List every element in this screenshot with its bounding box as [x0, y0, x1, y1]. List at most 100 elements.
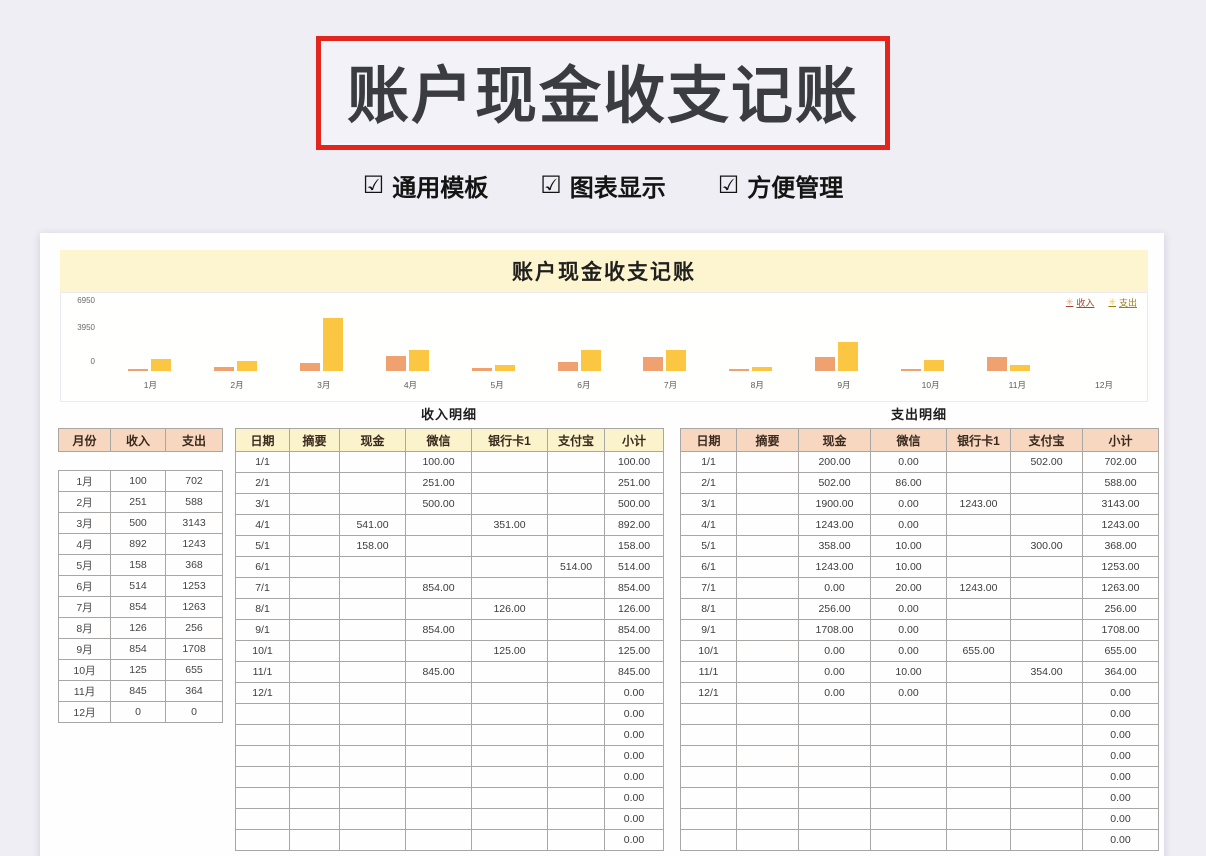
table-cell[interactable] — [339, 598, 406, 620]
table-cell[interactable] — [405, 766, 472, 788]
table-cell[interactable] — [870, 745, 947, 767]
table-cell[interactable] — [870, 808, 947, 830]
table-cell[interactable]: 0.00 — [604, 787, 664, 809]
table-cell[interactable]: 514 — [110, 575, 166, 597]
table-cell[interactable] — [736, 472, 799, 494]
table-cell[interactable]: 2月 — [58, 491, 111, 513]
table-cell[interactable] — [289, 745, 340, 767]
table-cell[interactable]: 8/1 — [235, 598, 290, 620]
bar-支出-3月[interactable] — [323, 318, 344, 371]
table-cell[interactable] — [547, 577, 605, 599]
table-cell[interactable] — [680, 703, 737, 725]
bar-收入-10月[interactable] — [900, 368, 921, 371]
table-cell[interactable] — [946, 829, 1011, 851]
table-cell[interactable]: 3143.00 — [1082, 493, 1159, 515]
table-cell[interactable]: 1243.00 — [798, 514, 871, 536]
table-cell[interactable] — [405, 829, 472, 851]
table-cell[interactable]: 514.00 — [604, 556, 664, 578]
table-cell[interactable]: 0.00 — [798, 682, 871, 704]
table-cell[interactable]: 10/1 — [235, 640, 290, 662]
table-cell[interactable] — [405, 745, 472, 767]
table-cell[interactable]: 0.00 — [604, 724, 664, 746]
table-cell[interactable] — [289, 535, 340, 557]
table-cell[interactable]: 0.00 — [798, 661, 871, 683]
table-cell[interactable]: 200.00 — [798, 451, 871, 473]
table-cell[interactable] — [339, 829, 406, 851]
table-cell[interactable]: 3/1 — [235, 493, 290, 515]
table-cell[interactable] — [946, 787, 1011, 809]
table-cell[interactable]: 0.00 — [870, 640, 947, 662]
table-cell[interactable]: 256.00 — [798, 598, 871, 620]
table-cell[interactable] — [339, 556, 406, 578]
table-cell[interactable]: 12/1 — [680, 682, 737, 704]
table-cell[interactable]: 11/1 — [235, 661, 290, 683]
table-cell[interactable] — [1010, 514, 1083, 536]
table-cell[interactable]: 7/1 — [680, 577, 737, 599]
table-cell[interactable]: 500 — [110, 512, 166, 534]
table-cell[interactable]: 0.00 — [798, 640, 871, 662]
table-cell[interactable]: 702.00 — [1082, 451, 1159, 473]
table-cell[interactable]: 1708.00 — [798, 619, 871, 641]
table-cell[interactable] — [736, 577, 799, 599]
bar-支出-2月[interactable] — [237, 361, 258, 371]
table-cell[interactable] — [1010, 556, 1083, 578]
table-cell[interactable]: 9/1 — [680, 619, 737, 641]
table-cell[interactable]: 364 — [165, 680, 223, 702]
table-cell[interactable]: 845 — [110, 680, 166, 702]
table-cell[interactable]: 0.00 — [1082, 808, 1159, 830]
table-cell[interactable] — [289, 682, 340, 704]
table-cell[interactable] — [736, 640, 799, 662]
table-cell[interactable] — [405, 724, 472, 746]
table-cell[interactable] — [547, 766, 605, 788]
table-cell[interactable] — [1010, 724, 1083, 746]
table-cell[interactable]: 3月 — [58, 512, 111, 534]
table-cell[interactable] — [405, 535, 472, 557]
table-cell[interactable]: 1/1 — [680, 451, 737, 473]
table-cell[interactable] — [946, 472, 1011, 494]
table-cell[interactable]: 1900.00 — [798, 493, 871, 515]
table-cell[interactable] — [289, 619, 340, 641]
table-cell[interactable]: 10.00 — [870, 661, 947, 683]
table-cell[interactable]: 251.00 — [405, 472, 472, 494]
table-cell[interactable] — [405, 808, 472, 830]
table-cell[interactable]: 0 — [110, 701, 166, 723]
table-cell[interactable] — [736, 535, 799, 557]
table-cell[interactable]: 358.00 — [798, 535, 871, 557]
table-cell[interactable]: 158 — [110, 554, 166, 576]
table-cell[interactable] — [471, 577, 548, 599]
table-cell[interactable]: 854.00 — [604, 619, 664, 641]
table-cell[interactable]: 845.00 — [604, 661, 664, 683]
table-cell[interactable] — [547, 598, 605, 620]
table-cell[interactable]: 364.00 — [1082, 661, 1159, 683]
bar-支出-10月[interactable] — [923, 359, 944, 371]
table-cell[interactable]: 100.00 — [604, 451, 664, 473]
table-cell[interactable]: 892 — [110, 533, 166, 555]
table-cell[interactable] — [870, 766, 947, 788]
table-cell[interactable] — [289, 577, 340, 599]
table-cell[interactable] — [870, 787, 947, 809]
table-cell[interactable]: 0.00 — [1082, 829, 1159, 851]
table-cell[interactable] — [339, 640, 406, 662]
table-cell[interactable]: 1243.00 — [946, 493, 1011, 515]
bar-支出-1月[interactable] — [151, 359, 172, 371]
table-cell[interactable]: 514.00 — [547, 556, 605, 578]
table-cell[interactable] — [946, 808, 1011, 830]
table-cell[interactable] — [1010, 787, 1083, 809]
table-cell[interactable]: 126.00 — [604, 598, 664, 620]
bar-收入-5月[interactable] — [471, 368, 492, 371]
table-cell[interactable]: 1月 — [58, 470, 111, 492]
table-cell[interactable]: 0.00 — [604, 682, 664, 704]
table-cell[interactable] — [946, 619, 1011, 641]
table-cell[interactable] — [289, 640, 340, 662]
table-cell[interactable] — [1010, 640, 1083, 662]
table-cell[interactable] — [798, 703, 871, 725]
chart-legend[interactable]: ✳ 收入 ✳ 支出 — [1066, 296, 1137, 309]
table-cell[interactable]: 500.00 — [405, 493, 472, 515]
table-cell[interactable]: 0 — [165, 701, 223, 723]
table-cell[interactable] — [736, 619, 799, 641]
table-cell[interactable] — [547, 640, 605, 662]
legend-item-支出[interactable]: ✳ 支出 — [1108, 296, 1137, 309]
table-cell[interactable]: 1243.00 — [1082, 514, 1159, 536]
table-cell[interactable] — [289, 493, 340, 515]
table-cell[interactable]: 0.00 — [870, 493, 947, 515]
